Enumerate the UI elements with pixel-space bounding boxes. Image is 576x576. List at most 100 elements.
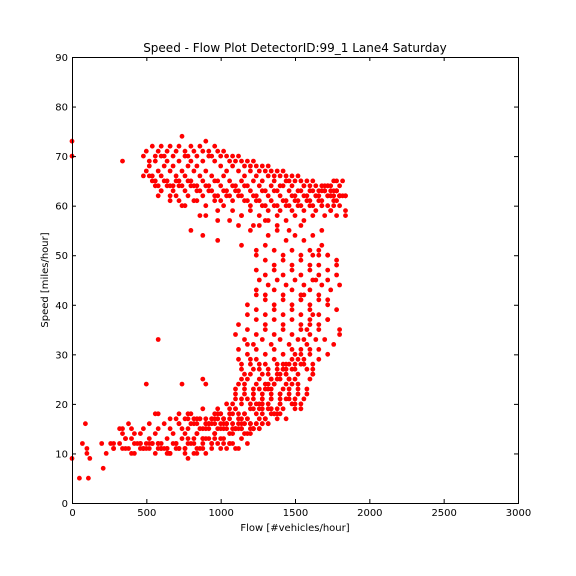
- data-point: [262, 168, 268, 174]
- data-point: [248, 371, 253, 377]
- data-point: [224, 401, 230, 407]
- data-point: [167, 416, 173, 422]
- data-point: [292, 406, 298, 412]
- data-point: [292, 351, 298, 357]
- data-point: [262, 351, 268, 357]
- data-point: [242, 391, 247, 397]
- data-point: [236, 356, 241, 362]
- data-point: [316, 347, 322, 352]
- data-point: [149, 441, 155, 446]
- data-point: [337, 203, 342, 209]
- data-point: [218, 163, 224, 169]
- data-point: [286, 228, 292, 233]
- y-tick-label: 50: [55, 251, 68, 262]
- data-point: [227, 406, 233, 412]
- data-point: [313, 183, 319, 189]
- data-point: [236, 347, 241, 352]
- data-point: [274, 168, 280, 174]
- data-point: [194, 451, 200, 456]
- data-point: [239, 426, 244, 432]
- data-point: [245, 376, 250, 382]
- data-point: [206, 436, 212, 441]
- data-point: [253, 356, 259, 362]
- data-point: [277, 371, 283, 377]
- data-point: [274, 361, 280, 367]
- data-point: [203, 203, 209, 209]
- data-point: [262, 292, 268, 298]
- data-point: [155, 168, 161, 174]
- data-point: [280, 198, 286, 204]
- data-point: [265, 208, 271, 214]
- data-point: [77, 475, 82, 481]
- data-point: [280, 252, 286, 258]
- data-point: [268, 411, 274, 417]
- data-point: [256, 401, 262, 407]
- data-point: [271, 178, 277, 184]
- data-point: [343, 193, 348, 199]
- data-point: [188, 143, 194, 149]
- data-point: [259, 371, 265, 377]
- data-point: [289, 173, 295, 179]
- data-point: [212, 158, 218, 164]
- data-point: [310, 366, 316, 372]
- data-point: [298, 178, 304, 184]
- data-point: [230, 198, 236, 204]
- data-point: [120, 431, 125, 436]
- data-point: [99, 441, 105, 446]
- data-point: [253, 307, 259, 313]
- data-point: [289, 381, 295, 387]
- data-point: [200, 148, 206, 154]
- data-point: [280, 292, 286, 298]
- data-point: [233, 406, 238, 412]
- data-point: [256, 183, 262, 189]
- data-point: [301, 337, 307, 342]
- data-point: [194, 421, 200, 427]
- data-point: [337, 327, 342, 332]
- data-point: [239, 366, 244, 372]
- data-point: [158, 446, 164, 451]
- data-point: [259, 188, 265, 194]
- data-point: [265, 366, 271, 372]
- data-point: [212, 143, 218, 149]
- data-point: [152, 158, 158, 164]
- data-point: [262, 272, 268, 278]
- data-point: [251, 406, 256, 412]
- data-point: [242, 371, 247, 377]
- data-point: [227, 441, 233, 446]
- data-point: [274, 416, 280, 422]
- data-point: [304, 327, 310, 332]
- data-point: [158, 173, 164, 179]
- data-point: [141, 153, 146, 159]
- data-point: [328, 183, 334, 189]
- data-point: [209, 446, 215, 451]
- data-point: [194, 163, 200, 169]
- data-point: [242, 337, 247, 342]
- data-point: [200, 441, 206, 446]
- data-point: [316, 252, 322, 258]
- data-point: [253, 247, 259, 253]
- data-point: [158, 188, 164, 194]
- data-point: [298, 312, 304, 318]
- x-tick-label: 0: [69, 508, 75, 519]
- data-point: [212, 411, 218, 417]
- data-point: [141, 446, 146, 451]
- data-point: [152, 431, 158, 436]
- data-point: [259, 406, 265, 412]
- data-point: [274, 223, 280, 228]
- data-point: [334, 262, 339, 268]
- data-point: [283, 396, 289, 402]
- data-point: [227, 218, 233, 223]
- data-point: [227, 178, 233, 184]
- data-point: [197, 213, 203, 219]
- data-point: [170, 441, 176, 446]
- data-point: [253, 347, 259, 352]
- data-point: [200, 193, 206, 199]
- data-point: [316, 327, 322, 332]
- data-point: [179, 381, 185, 387]
- data-point: [325, 297, 331, 303]
- data-point: [259, 391, 265, 397]
- data-point: [325, 193, 331, 199]
- data-point: [185, 163, 191, 169]
- data-point: [230, 163, 236, 169]
